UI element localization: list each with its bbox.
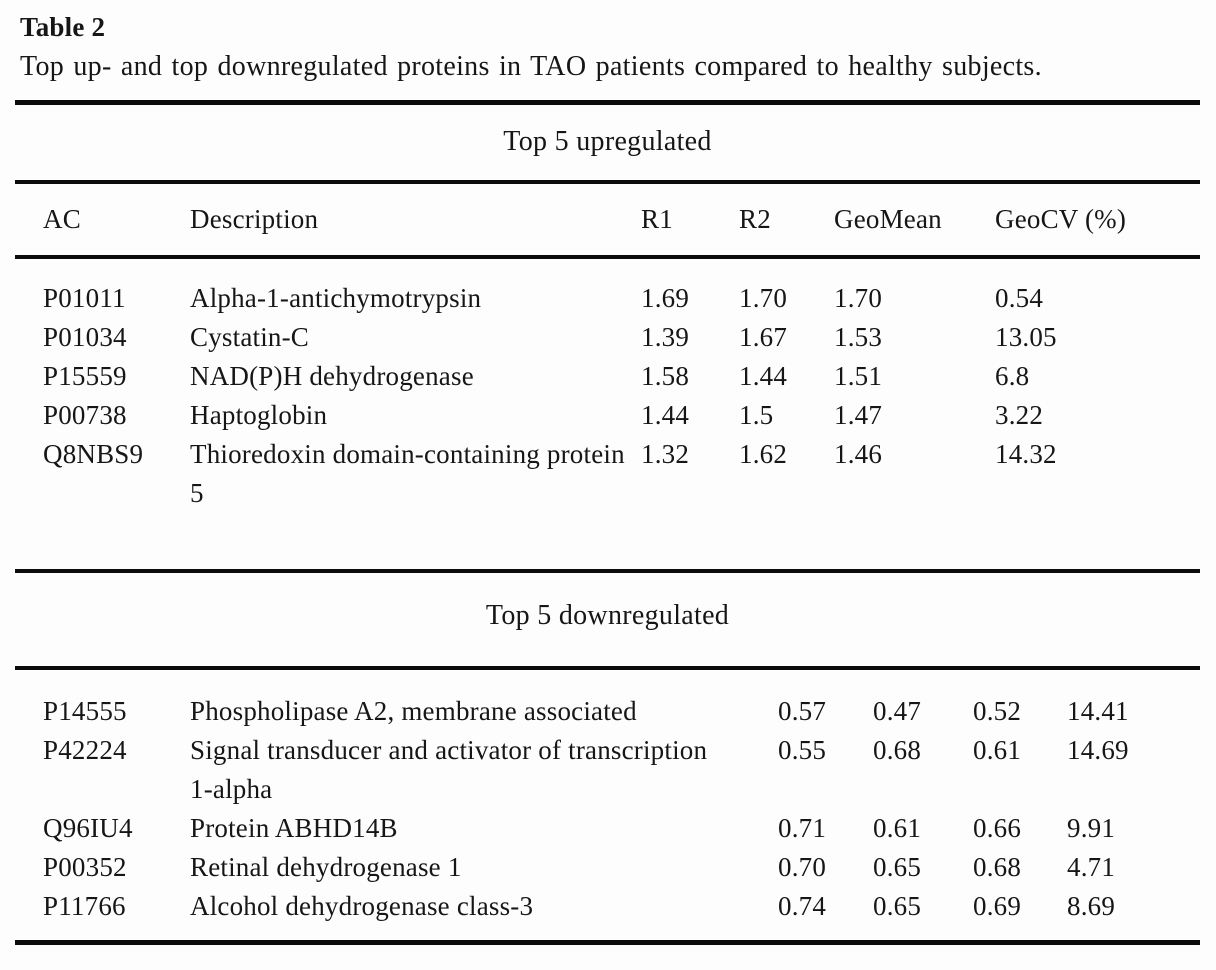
- cell-r2: 1.62: [739, 439, 788, 469]
- cell-r2: 1.44: [739, 361, 788, 391]
- rule-table-top: [15, 100, 1200, 105]
- cell-ac: Q8NBS9: [43, 439, 144, 469]
- column-header-geomean: GeoMean: [834, 204, 942, 234]
- cell-r1: 1.39: [641, 322, 690, 352]
- cell-geomean: 0.66: [973, 813, 1022, 843]
- cell-description: NAD(P)H dehydrogenase: [190, 361, 474, 391]
- cell-r2: 0.61: [873, 813, 922, 843]
- cell-r1: 0.70: [778, 852, 827, 882]
- cell-description: Protein ABHD14B: [190, 813, 398, 843]
- column-header-r1: R1: [641, 204, 673, 234]
- cell-r1: 1.32: [641, 439, 690, 469]
- cell-geocv: 8.69: [1067, 891, 1116, 921]
- cell-r1: 1.58: [641, 361, 690, 391]
- cell-geomean: 1.47: [834, 400, 883, 430]
- table-row: P42224 Signal transducer and activator o…: [15, 731, 1200, 809]
- column-header-r2: R2: [739, 204, 771, 234]
- table-row: P00352 Retinal dehydrogenase 1 0.70 0.65…: [15, 848, 1200, 887]
- cell-ac: P14555: [43, 696, 127, 726]
- cell-ac: Q96IU4: [43, 813, 133, 843]
- cell-r2: 0.47: [873, 696, 922, 726]
- section-title-upregulated: Top 5 upregulated: [503, 126, 712, 157]
- cell-geomean: 0.68: [973, 852, 1022, 882]
- cell-r1: 0.55: [778, 735, 827, 765]
- cell-description: Retinal dehydrogenase 1: [190, 852, 462, 882]
- table-header-row: AC Description R1 R2 GeoMean GeoCV (%): [15, 184, 1200, 255]
- cell-ac: P11766: [43, 891, 126, 921]
- cell-ac: P42224: [43, 735, 127, 765]
- cell-description: Haptoglobin: [190, 400, 328, 430]
- downregulated-rows: P14555 Phospholipase A2, membrane associ…: [15, 670, 1200, 940]
- cell-description: Signal transducer and activator of trans…: [190, 735, 708, 804]
- cell-r2: 1.67: [739, 322, 788, 352]
- cell-r1: 0.74: [778, 891, 827, 921]
- cell-geocv: 14.69: [1067, 735, 1129, 765]
- table-caption-text: Top up- and top downregulated proteins i…: [20, 51, 1042, 82]
- cell-description: Thioredoxin domain-containing protein 5: [190, 439, 625, 508]
- table-row: P00738 Haptoglobin 1.44 1.5 1.47 3.22: [15, 396, 1200, 435]
- cell-r2: 0.68: [873, 735, 922, 765]
- cell-geocv: 14.41: [1067, 696, 1129, 726]
- cell-r1: 1.69: [641, 283, 690, 313]
- table-row: Q96IU4 Protein ABHD14B 0.71 0.61 0.66 9.…: [15, 809, 1200, 848]
- cell-geocv: 0.54: [995, 283, 1044, 313]
- cell-geomean: 1.70: [834, 283, 883, 313]
- rule-above-header: [15, 180, 1200, 184]
- rule-below-header: [15, 255, 1200, 259]
- cell-ac: P01034: [43, 322, 127, 352]
- table-row: P14555 Phospholipase A2, membrane associ…: [15, 692, 1200, 731]
- cell-ac: P00738: [43, 400, 127, 430]
- table-row: P15559 NAD(P)H dehydrogenase 1.58 1.44 1…: [15, 357, 1200, 396]
- rule-below-downregulated-title: [15, 666, 1200, 670]
- cell-description: Alcohol dehydrogenase class-3: [190, 891, 534, 921]
- cell-geomean: 1.53: [834, 322, 883, 352]
- cell-r2: 0.65: [873, 852, 922, 882]
- upregulated-rows: P01011 Alpha-1-antichymotrypsin 1.69 1.7…: [15, 259, 1200, 569]
- table-row: P01034 Cystatin-C 1.39 1.67 1.53 13.05: [15, 318, 1200, 357]
- cell-description: Alpha-1-antichymotrypsin: [190, 283, 482, 313]
- cell-description: Phospholipase A2, membrane associated: [190, 696, 637, 726]
- cell-geocv: 14.32: [995, 439, 1057, 469]
- rule-section-divider: [15, 569, 1200, 573]
- cell-geomean: 1.51: [834, 361, 883, 391]
- cell-ac: P00352: [43, 852, 127, 882]
- cell-description: Cystatin-C: [190, 322, 310, 352]
- cell-geocv: 9.91: [1067, 813, 1116, 843]
- cell-geomean: 0.61: [973, 735, 1022, 765]
- cell-geocv: 6.8: [995, 361, 1030, 391]
- section-title-downregulated: Top 5 downregulated: [485, 600, 730, 631]
- table-caption: Table 2 Top up- and top downregulated pr…: [0, 0, 1216, 84]
- table-caption-label: Table 2: [20, 12, 106, 42]
- cell-geomean: 1.46: [834, 439, 883, 469]
- cell-r1: 1.44: [641, 400, 690, 430]
- column-header-description: Description: [190, 204, 319, 234]
- column-header-geocv: GeoCV (%): [995, 204, 1127, 234]
- cell-ac: P01011: [43, 283, 126, 313]
- cell-r2: 1.5: [739, 400, 774, 430]
- table-row: P11766 Alcohol dehydrogenase class-3 0.7…: [15, 887, 1200, 926]
- cell-geocv: 13.05: [995, 322, 1057, 352]
- cell-ac: P15559: [43, 361, 127, 391]
- cell-geomean: 0.52: [973, 696, 1022, 726]
- cell-r2: 0.65: [873, 891, 922, 921]
- table-row: P01011 Alpha-1-antichymotrypsin 1.69 1.7…: [15, 279, 1200, 318]
- cell-geomean: 0.69: [973, 891, 1022, 921]
- column-header-ac: AC: [43, 204, 81, 234]
- cell-r2: 1.70: [739, 283, 788, 313]
- cell-geocv: 3.22: [995, 400, 1044, 430]
- cell-r1: 0.71: [778, 813, 827, 843]
- table-row: Q8NBS9 Thioredoxin domain-containing pro…: [15, 435, 1200, 513]
- proteins-table: Top 5 upregulated AC Description R1 R2 G…: [15, 100, 1200, 945]
- cell-geocv: 4.71: [1067, 852, 1116, 882]
- cell-r1: 0.57: [778, 696, 827, 726]
- rule-table-bottom: [15, 940, 1200, 945]
